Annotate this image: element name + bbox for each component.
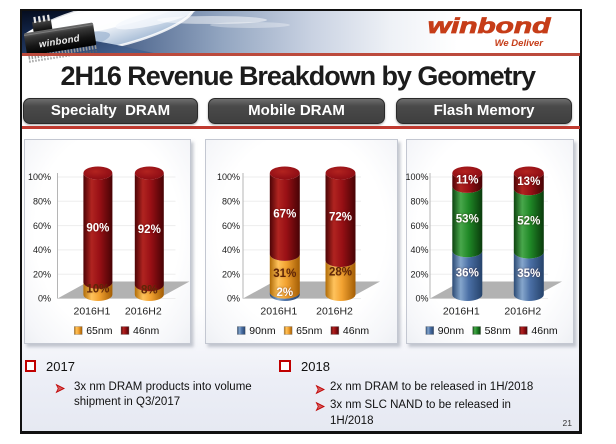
svg-text:65nm: 65nm	[86, 325, 113, 337]
svg-text:67%: 67%	[273, 209, 296, 221]
svg-text:60%: 60%	[222, 221, 240, 231]
svg-text:53%: 53%	[456, 214, 479, 226]
svg-text:80%: 80%	[410, 197, 428, 207]
svg-text:2016H2: 2016H2	[504, 306, 541, 318]
svg-text:46nm: 46nm	[133, 325, 160, 337]
svg-text:65nm: 65nm	[296, 325, 323, 337]
svg-text:13%: 13%	[517, 176, 540, 188]
svg-text:31%: 31%	[273, 268, 296, 280]
svg-text:2016H2: 2016H2	[125, 306, 162, 318]
svg-text:52%: 52%	[517, 215, 540, 227]
svg-text:28%: 28%	[329, 267, 352, 279]
svg-text:2016H2: 2016H2	[316, 306, 353, 318]
svg-text:0%: 0%	[38, 294, 51, 304]
svg-text:58nm: 58nm	[485, 325, 512, 337]
svg-text:20%: 20%	[410, 269, 428, 279]
svg-text:80%: 80%	[222, 197, 240, 207]
svg-text:35%: 35%	[517, 268, 540, 280]
svg-text:40%: 40%	[222, 245, 240, 255]
svg-text:90%: 90%	[86, 223, 109, 235]
svg-text:46nm: 46nm	[343, 325, 370, 337]
svg-text:46nm: 46nm	[531, 325, 558, 337]
svg-text:40%: 40%	[33, 245, 51, 255]
svg-text:36%: 36%	[456, 268, 479, 280]
svg-text:90nm: 90nm	[249, 325, 276, 337]
svg-text:90nm: 90nm	[438, 325, 465, 337]
svg-text:0%: 0%	[415, 294, 428, 304]
svg-text:8%: 8%	[141, 285, 158, 297]
svg-text:100%: 100%	[405, 172, 428, 182]
svg-text:100%: 100%	[217, 172, 240, 182]
svg-text:80%: 80%	[33, 197, 51, 207]
svg-text:2016H1: 2016H1	[443, 306, 480, 318]
svg-text:72%: 72%	[329, 212, 352, 224]
svg-text:0%: 0%	[227, 294, 240, 304]
svg-text:20%: 20%	[33, 269, 51, 279]
svg-text:2%: 2%	[276, 287, 293, 299]
svg-text:20%: 20%	[222, 269, 240, 279]
svg-text:60%: 60%	[33, 221, 51, 231]
svg-text:60%: 60%	[410, 221, 428, 231]
svg-text:2016H1: 2016H1	[260, 306, 297, 318]
svg-text:92%: 92%	[138, 224, 161, 236]
svg-text:2016H1: 2016H1	[74, 306, 111, 318]
svg-text:100%: 100%	[28, 172, 51, 182]
svg-text:10%: 10%	[86, 283, 109, 295]
svg-text:40%: 40%	[410, 245, 428, 255]
svg-text:11%: 11%	[456, 175, 478, 187]
